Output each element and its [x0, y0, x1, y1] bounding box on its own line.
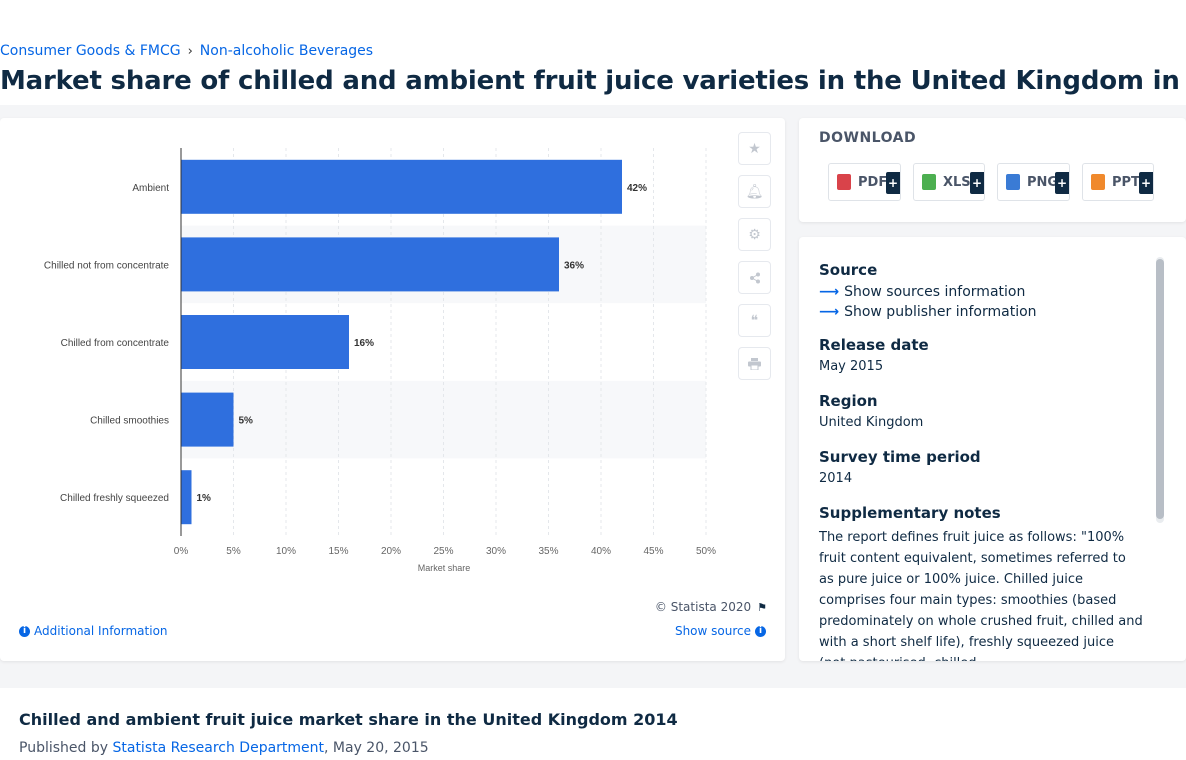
additional-info-label: Additional Information — [34, 624, 168, 638]
show-sources-label: Show sources information — [844, 284, 1026, 300]
bar[interactable] — [181, 392, 234, 447]
bar[interactable] — [181, 159, 622, 214]
breadcrumb-item-consumer-goods[interactable]: Consumer Goods & FMCG — [0, 43, 181, 59]
scrollbar[interactable] — [1156, 257, 1164, 523]
notes-value: The report defines fruit juice as follow… — [819, 530, 1143, 661]
release-date-value: May 2015 — [819, 359, 884, 374]
bar[interactable] — [181, 315, 349, 369]
x-tick-label: 40% — [591, 546, 611, 557]
plus-icon: + — [886, 172, 900, 194]
published-by: Published by Statista Research Departmen… — [19, 740, 429, 756]
quote-icon[interactable]: ❝ — [738, 304, 771, 337]
x-axis-label: Market share — [418, 563, 471, 573]
region-value: United Kingdom — [819, 415, 924, 430]
download-title: DOWNLOAD — [819, 130, 917, 146]
plus-icon: + — [1055, 172, 1069, 194]
region-label: Region — [819, 392, 878, 410]
bar[interactable] — [181, 470, 192, 525]
release-date-label: Release date — [819, 336, 929, 354]
plus-icon: + — [970, 172, 984, 194]
value-label: 1% — [197, 493, 212, 504]
value-label: 36% — [564, 260, 584, 271]
x-tick-label: 5% — [226, 546, 241, 557]
info-icon: i — [755, 625, 766, 637]
x-tick-label: 45% — [643, 546, 663, 557]
published-prefix: Published by — [19, 740, 113, 756]
category-label: Chilled from concentrate — [61, 338, 170, 349]
download-xls-label: XLS — [943, 174, 971, 190]
info-icon: i — [19, 625, 30, 637]
x-tick-label: 10% — [276, 546, 296, 557]
show-sources-link[interactable]: ⟶ Show sources information — [819, 284, 1144, 300]
show-source-link[interactable]: Show source i — [675, 624, 766, 638]
x-tick-label: 50% — [696, 546, 716, 557]
value-label: 42% — [627, 183, 647, 194]
download-png-button[interactable]: PNG + — [997, 163, 1070, 201]
flag-icon[interactable]: ⚑ — [757, 600, 767, 614]
download-pdf-label: PDF — [858, 174, 888, 190]
breadcrumb: Consumer Goods & FMCG › Non-alcoholic Be… — [0, 43, 373, 59]
category-label: Ambient — [132, 183, 169, 194]
png-file-icon — [1006, 174, 1020, 190]
x-tick-label: 15% — [328, 546, 348, 557]
source-label: Source — [819, 261, 878, 279]
publisher-link[interactable]: Statista Research Department — [112, 740, 325, 756]
bell-icon[interactable]: 🔔︎ — [738, 175, 771, 208]
star-icon[interactable]: ★ — [738, 132, 771, 165]
breadcrumb-separator: › — [187, 43, 193, 59]
arrow-right-icon: ⟶ — [819, 304, 840, 320]
show-source-label: Show source — [674, 624, 751, 638]
value-label: 5% — [239, 416, 254, 427]
print-icon[interactable] — [738, 347, 771, 380]
statistic-summary: Chilled and ambient fruit juice market s… — [0, 688, 1186, 760]
category-label: Chilled not from concentrate — [44, 260, 170, 271]
category-label: Chilled freshly squeezed — [60, 493, 169, 504]
download-ppt-button[interactable]: PPT + — [1082, 163, 1154, 201]
survey-period-label: Survey time period — [819, 448, 981, 466]
bar[interactable] — [181, 237, 559, 292]
scrollbar-thumb[interactable] — [1156, 259, 1164, 519]
chart-tools: ★ 🔔︎ ⚙ ❝ — [738, 132, 771, 380]
download-pdf-button[interactable]: PDF + — [828, 163, 901, 201]
statistic-title: Chilled and ambient fruit juice market s… — [19, 710, 678, 729]
arrow-right-icon: ⟶ — [819, 284, 840, 300]
breadcrumb-item-beverages[interactable]: Non-alcoholic Beverages — [199, 43, 374, 59]
survey-period-value: 2014 — [819, 471, 853, 486]
xls-file-icon — [922, 174, 936, 190]
download-card: DOWNLOAD PDF + XLS + PNG + PPT + — [799, 118, 1186, 222]
ppt-file-icon — [1091, 174, 1105, 190]
copyright: © Statista 2020 ⚑ — [655, 600, 767, 614]
x-tick-label: 35% — [538, 546, 558, 557]
show-publisher-link[interactable]: ⟶ Show publisher information — [819, 304, 1144, 320]
published-date: , May 20, 2015 — [324, 740, 429, 756]
x-tick-label: 0% — [174, 546, 189, 557]
plus-icon: + — [1139, 172, 1153, 194]
x-tick-label: 25% — [433, 546, 453, 557]
x-tick-label: 30% — [486, 546, 506, 557]
download-xls-button[interactable]: XLS + — [913, 163, 985, 201]
chart-card: Ambient Chilled not from concentrate Chill… — [0, 118, 785, 661]
download-ppt-label: PPT — [1112, 174, 1140, 190]
show-publisher-label: Show publisher information — [844, 304, 1037, 320]
bar-chart: Ambient Chilled not from concentrate Chill… — [44, 148, 716, 573]
pdf-file-icon — [837, 174, 851, 190]
x-tick-label: 20% — [381, 546, 401, 557]
details-card: Source ⟶ Show sources information ⟶ Show… — [799, 237, 1186, 661]
notes-label: Supplementary notes — [819, 504, 1001, 522]
gear-icon[interactable]: ⚙ — [738, 218, 771, 251]
value-label: 16% — [354, 338, 374, 349]
copyright-text: © Statista 2020 — [654, 600, 752, 614]
category-label: Chilled smoothies — [90, 416, 169, 427]
page-title: Market share of chilled and ambient frui… — [0, 66, 1186, 96]
download-buttons: PDF + XLS + PNG + PPT + — [828, 163, 1154, 201]
share-icon[interactable] — [738, 261, 771, 294]
header — [0, 0, 1186, 105]
download-png-label: PNG — [1027, 174, 1059, 190]
additional-info-link[interactable]: i Additional Information — [19, 624, 168, 638]
